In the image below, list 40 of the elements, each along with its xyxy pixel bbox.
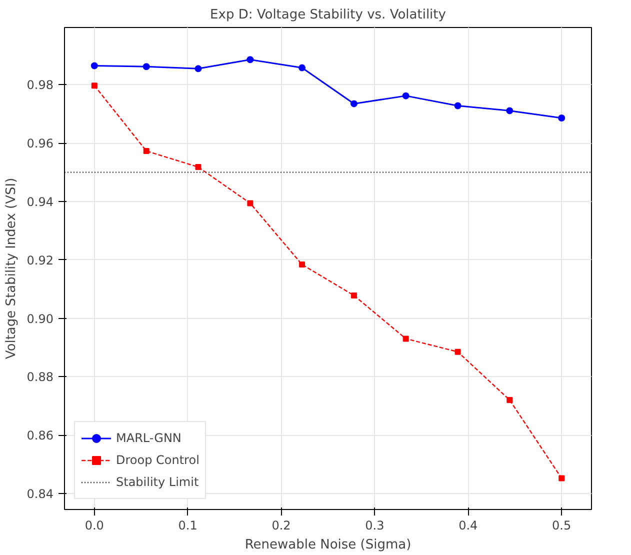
y-tick-label: 0.96 xyxy=(26,136,54,151)
x-tick-label: 0.2 xyxy=(272,518,291,532)
point xyxy=(194,65,202,72)
y-tick-label: 0.88 xyxy=(26,370,54,384)
point xyxy=(506,107,514,114)
point xyxy=(558,475,565,482)
y-tick-label: 0.98 xyxy=(26,78,54,92)
point xyxy=(299,262,306,268)
chart-title: Exp D: Voltage Stability vs. Volatility xyxy=(210,8,446,22)
x-tick-label: 0.5 xyxy=(552,518,572,532)
point xyxy=(506,397,513,404)
point xyxy=(350,292,357,299)
x-tick-label: 0.0 xyxy=(84,518,104,532)
point xyxy=(298,64,306,72)
point xyxy=(195,164,202,170)
x-tick-label: 0.4 xyxy=(458,518,478,532)
x-tick-label: 0.3 xyxy=(365,518,384,532)
point xyxy=(247,200,254,206)
x-tick-label: 0.1 xyxy=(178,518,198,532)
x-axis-title: Renewable Noise (Sigma) xyxy=(244,538,412,552)
legend-label: Stability Limit xyxy=(116,475,199,489)
point xyxy=(246,56,254,64)
y-tick-label: 0.92 xyxy=(26,253,54,268)
y-axis-title: Voltage Stability Index (VSI) xyxy=(4,178,19,360)
y-tick-label: 0.94 xyxy=(26,195,54,209)
point xyxy=(402,336,409,342)
y-tick-label: 0.84 xyxy=(26,486,54,501)
point xyxy=(142,63,150,70)
legend-label: MARL-GNN xyxy=(116,431,182,445)
point xyxy=(90,62,98,70)
point xyxy=(454,348,461,355)
y-tick-label: 0.86 xyxy=(26,428,54,443)
point xyxy=(350,100,358,108)
point xyxy=(558,114,566,122)
y-tick-label: 0.90 xyxy=(26,312,54,326)
point xyxy=(91,82,98,89)
point xyxy=(402,92,410,100)
point xyxy=(143,148,150,154)
point xyxy=(454,102,462,110)
legend-label: Droop Control xyxy=(116,453,200,467)
